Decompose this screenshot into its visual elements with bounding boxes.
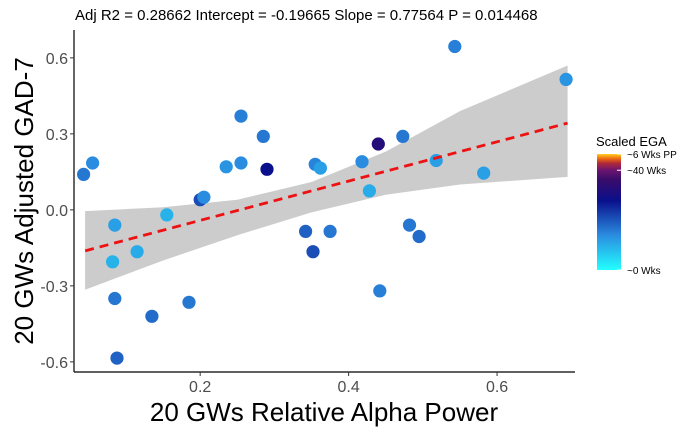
x-ticks: 0.2 0.4 0.6: [189, 372, 508, 396]
x-tick-label: 0.4: [337, 379, 359, 396]
legend-label: ~0 Wks: [627, 266, 661, 277]
legend-label: ~40 Wks: [627, 166, 666, 177]
data-point: [234, 156, 248, 170]
data-point: [182, 295, 196, 309]
color-legend: Scaled EGA ~6 Wks PP ~40 Wks ~0 Wks: [596, 134, 677, 277]
x-tick-label: 0.2: [189, 379, 211, 396]
y-tick-label: -0.6: [40, 355, 68, 372]
y-tick-label: -0.3: [40, 279, 68, 296]
colorbar: [597, 154, 621, 270]
plot-area: [77, 39, 573, 365]
y-axis-title: 20 GWs Adjusted GAD-7: [9, 57, 39, 345]
legend-title: Scaled EGA: [596, 134, 667, 149]
data-point: [130, 245, 144, 259]
chart-title: Adj R2 = 0.28662 Intercept = -0.19665 Sl…: [75, 7, 538, 24]
y-tick-label: 0.3: [46, 127, 68, 144]
data-point: [145, 309, 159, 323]
data-point: [110, 351, 124, 365]
data-point: [323, 224, 337, 238]
data-point: [108, 218, 122, 232]
x-tick-label: 0.6: [486, 379, 508, 396]
data-point: [313, 161, 327, 175]
axes: [73, 30, 575, 373]
data-point: [373, 284, 387, 298]
data-point: [402, 218, 417, 232]
data-point: [355, 155, 369, 169]
data-point: [108, 291, 122, 306]
y-tick-label: 0.0: [46, 203, 68, 220]
data-point: [256, 129, 270, 143]
data-point: [86, 156, 100, 170]
data-point: [197, 190, 211, 204]
data-point: [219, 160, 233, 174]
confidence-band: [85, 65, 568, 290]
data-point: [77, 167, 91, 181]
data-point: [234, 109, 248, 123]
data-point: [306, 245, 320, 259]
data-point: [477, 166, 491, 180]
data-point: [371, 137, 385, 151]
data-point: [160, 208, 174, 222]
legend-label: ~6 Wks PP: [627, 150, 677, 161]
x-axis-title: 20 GWs Relative Alpha Power: [150, 397, 499, 427]
data-point: [559, 72, 573, 86]
data-point: [412, 229, 426, 244]
data-point: [106, 255, 120, 269]
data-point: [396, 129, 410, 143]
data-point: [260, 162, 274, 176]
data-point: [362, 184, 376, 198]
regression-line: [84, 121, 568, 253]
data-point: [448, 39, 462, 54]
data-point: [299, 224, 313, 238]
y-tick-label: 0.6: [46, 51, 68, 68]
y-ticks: -0.6 -0.3 0.0 0.3 0.6: [40, 51, 74, 372]
